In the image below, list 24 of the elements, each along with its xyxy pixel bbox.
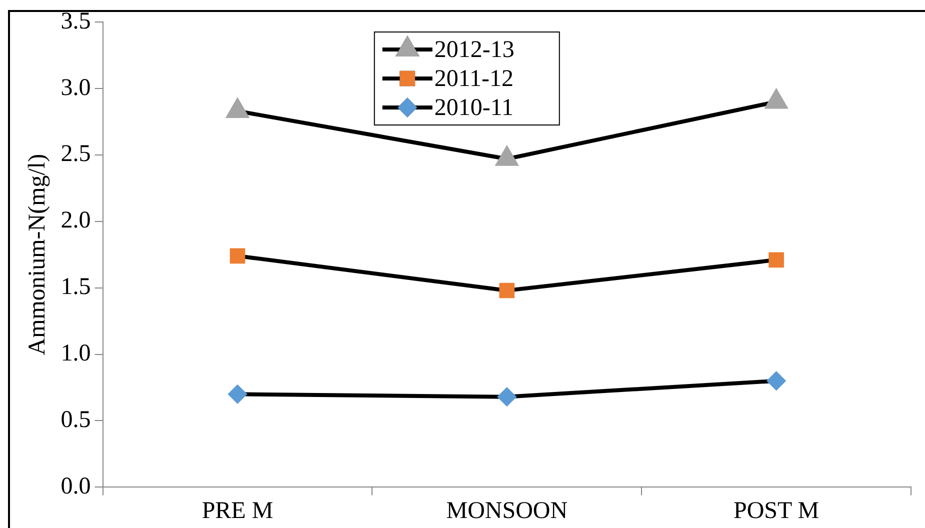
y-tick-label: 0.5 [60, 407, 91, 434]
point [226, 99, 248, 118]
x-tick-label: POST M [734, 498, 820, 524]
point [230, 248, 246, 264]
y-tick-label: 2.0 [60, 208, 91, 234]
x-tick-label: MONSOON [446, 498, 568, 524]
y-tick-label: 1.0 [60, 340, 91, 367]
point [496, 146, 518, 166]
point [767, 372, 786, 390]
point [766, 90, 787, 109]
point [768, 252, 784, 268]
y-axis-title: Ammonium-N(mg/l) [24, 154, 51, 356]
y-tick-label: 3.5 [60, 8, 91, 34]
x-tick-label: PRE M [202, 498, 274, 524]
point [228, 385, 246, 404]
legend-label: 2010-11 [434, 94, 514, 121]
legend-label: 2012-13 [434, 36, 514, 63]
point [498, 388, 516, 406]
y-tick-label: 1.5 [60, 274, 91, 300]
point [499, 282, 515, 298]
legend-label: 2011-12 [434, 66, 514, 92]
y-tick-label: 3.0 [60, 74, 91, 101]
y-tick-label: 2.5 [60, 141, 91, 168]
y-tick-label: 0.0 [60, 473, 91, 500]
